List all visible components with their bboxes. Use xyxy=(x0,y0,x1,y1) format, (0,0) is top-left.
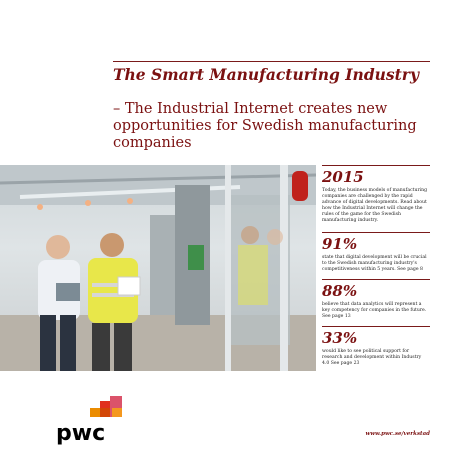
pwc-logo: pwc xyxy=(56,396,136,446)
stat-value: 2015 xyxy=(322,168,364,186)
stat-value: 91% xyxy=(322,235,358,253)
stat-text: would like to see political support for … xyxy=(322,349,422,366)
footer-url[interactable]: www.pwc.se/verkstad xyxy=(365,431,430,437)
page-subtitle: – The Industrial Internet creates new op… xyxy=(113,101,417,151)
stat-value: 33% xyxy=(322,329,358,347)
pwc-logo-text: pwc xyxy=(56,421,105,446)
stat-block: 33% would like to see political support … xyxy=(322,326,430,373)
stat-value: 88% xyxy=(322,282,358,300)
stat-block: 88% believe that data analytics will rep… xyxy=(322,279,430,326)
factory-illustration xyxy=(0,165,316,371)
pwc-logo-mark-icon: pwc xyxy=(56,396,122,446)
stat-block: 91% state that digital development will … xyxy=(322,232,430,279)
top-rule xyxy=(113,61,430,62)
page-title: The Smart Manufacturing Industry xyxy=(113,65,419,84)
stat-text: state that digital development will be c… xyxy=(322,255,427,272)
stats-column: 2015 Today, the business models of manuf… xyxy=(322,165,430,373)
factory-photo xyxy=(0,165,316,371)
stat-text: believe that data analytics will represe… xyxy=(322,302,427,319)
stat-text: Today, the business models of manufactur… xyxy=(322,188,428,223)
stat-block: 2015 Today, the business models of manuf… xyxy=(322,165,430,232)
